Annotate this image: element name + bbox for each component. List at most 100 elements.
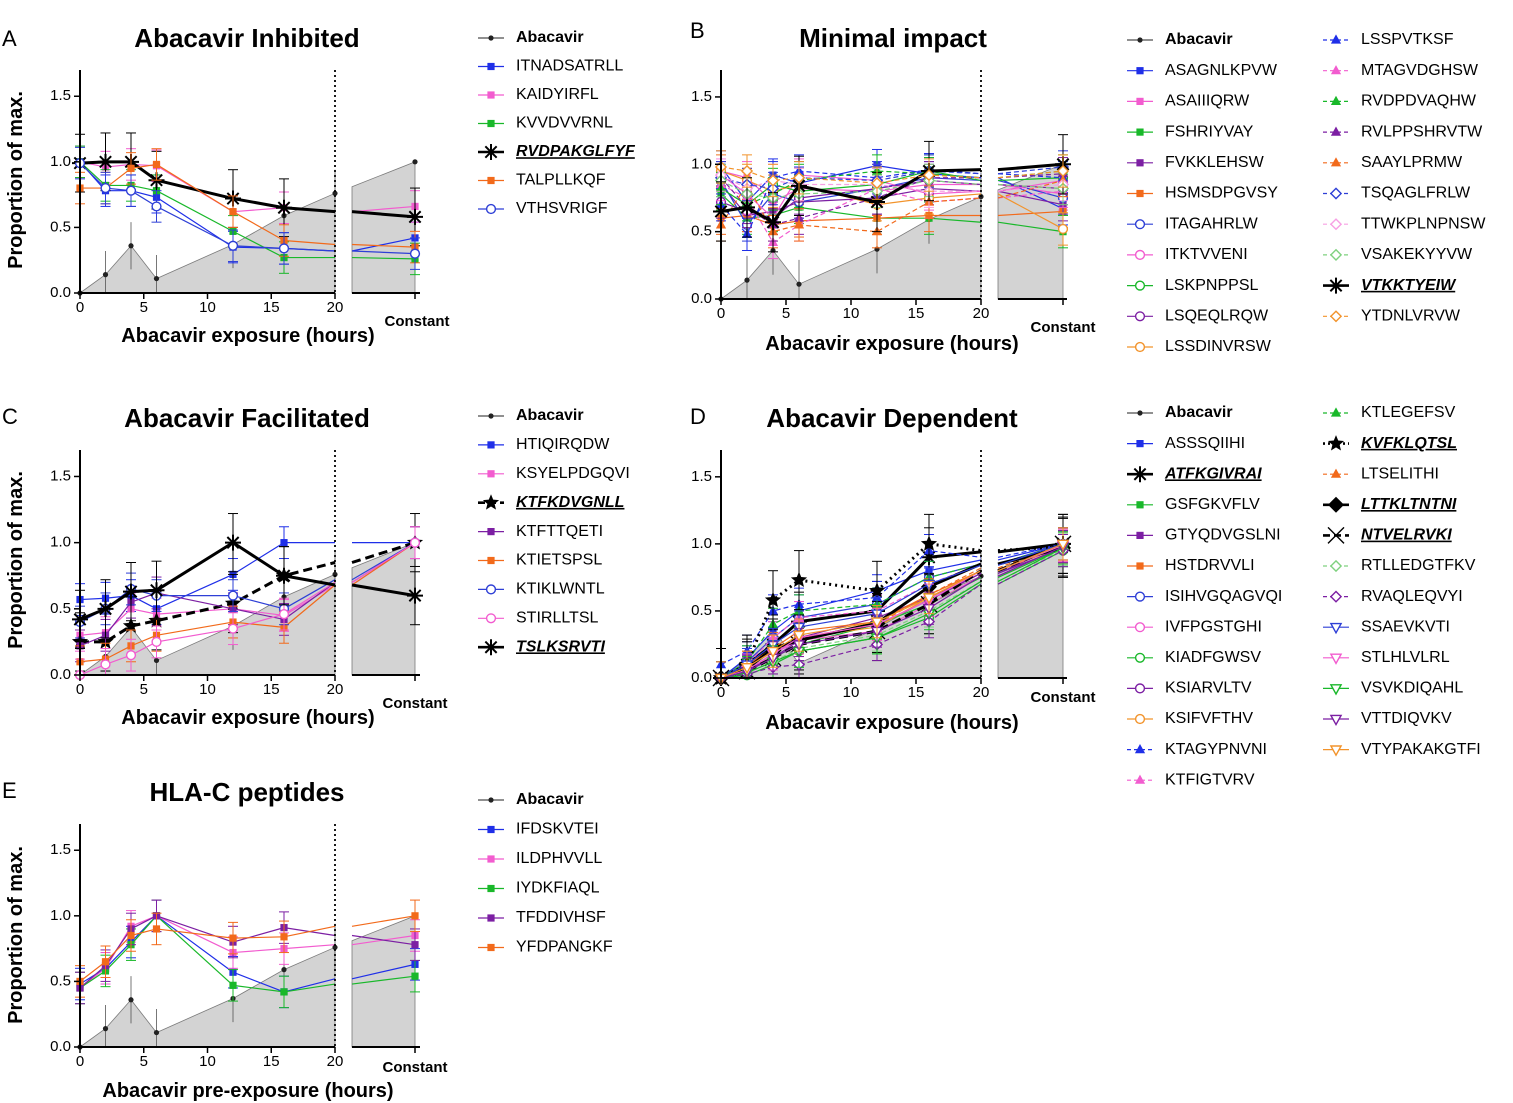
x-tick-label: 20: [327, 299, 344, 316]
y-tick-label: 1.5: [50, 87, 71, 104]
legend-label: LSSPVTKSF: [1361, 31, 1454, 48]
panel-label: E: [2, 778, 17, 803]
series-point: [152, 160, 161, 169]
series-ytdnlvrvw: [714, 150, 1070, 200]
legend-marker: [487, 855, 495, 863]
legend-marker: [487, 176, 495, 185]
legend-label: ITKTVVENI: [1165, 246, 1248, 263]
y-tick-label: 1.0: [50, 153, 71, 170]
series-line-constant: [997, 547, 1064, 582]
legend-item: RVDPAKGLFYF: [478, 143, 636, 160]
y-tick-label: 0.0: [50, 284, 71, 301]
series-point: [409, 248, 421, 259]
x-tick-label: 5: [140, 681, 148, 698]
series-point: [229, 208, 237, 216]
series-line-constant: [997, 183, 1064, 192]
x-tick-label: 5: [140, 299, 148, 316]
x-tick-label: 20: [973, 684, 990, 701]
y-tick-label: 1.0: [50, 534, 71, 551]
y-tick-label: 0.0: [50, 1038, 71, 1055]
legend-marker: [1330, 34, 1342, 44]
series-point: [766, 174, 780, 187]
legend-marker: [1136, 501, 1144, 509]
y-tick-label: 1.0: [50, 907, 71, 924]
legend-item: IYDKFIAQL: [478, 880, 600, 897]
series-line-constant: [351, 237, 416, 252]
constant-label: Constant: [383, 695, 448, 712]
legend-item: ASAGNLKPVW: [1127, 62, 1278, 79]
legend-marker: [485, 584, 497, 595]
y-tick-label: 0.0: [691, 290, 712, 307]
series-point: [276, 199, 292, 216]
chart-panel-c: C Abacavir Facilitated 0.0 0.5 1.0 1.5 0 5 10 15 2…: [2, 403, 630, 729]
legend-marker: [1137, 37, 1143, 43]
legend-label: VSAKEKYYVW: [1361, 246, 1473, 263]
legend-item: ITNADSATRLL: [478, 58, 623, 75]
series-line-constant: [351, 243, 416, 248]
legend-marker: [487, 914, 495, 922]
legend-item: KVVDVVRNL: [478, 115, 613, 132]
y-tick-label: 1.5: [50, 467, 71, 484]
series-point: [740, 164, 754, 178]
legend-label: ASSSQIIHI: [1165, 435, 1245, 452]
series-stirlltsl: [74, 526, 421, 681]
legend-item: Abacavir: [1127, 404, 1233, 421]
legend-marker: [488, 413, 494, 419]
abacavir-point: [796, 281, 802, 287]
series-point: [97, 600, 114, 617]
legend-label: YFDPANGKF: [516, 939, 613, 956]
series-line-constant: [997, 210, 1064, 217]
series-point: [227, 590, 239, 601]
series-point: [411, 941, 419, 949]
legend-marker: [487, 825, 495, 834]
abacavir-point: [153, 657, 160, 664]
x-tick-label: 0: [76, 1053, 84, 1070]
legend-marker: [1132, 466, 1148, 483]
legend-marker: [1134, 622, 1146, 633]
legend-item: VTHSVRIGF: [478, 200, 608, 217]
legend-label: GSFGKVFLV: [1165, 496, 1260, 513]
legend-label: KSYELPDGQVI: [516, 465, 630, 482]
series-line-constant: [997, 542, 1064, 554]
legend-item: VSVKDIQAHL: [1323, 680, 1463, 697]
legend-marker: [1330, 407, 1342, 417]
legend-label: KTLEGEFSV: [1361, 404, 1456, 421]
legend-item: KSIFVFTHV: [1127, 710, 1253, 727]
constant-label: Constant: [1031, 689, 1096, 706]
legend-label: FSHRIYVAY: [1165, 123, 1254, 140]
series-point: [125, 650, 137, 661]
legend-item: RVAQLEQVYI: [1323, 588, 1463, 605]
legend-marker: [483, 144, 499, 160]
abacavir-area: [719, 196, 982, 300]
legend-marker: [1134, 280, 1146, 291]
legend-marker: [1328, 496, 1344, 513]
legend-item: KTAGYPNVNI: [1127, 741, 1267, 758]
legend-item: VSAKEKYYVW: [1323, 246, 1473, 263]
legend-item: TSQAGLFRLW: [1323, 185, 1471, 202]
series-line-constant: [997, 166, 1064, 175]
y-axis-label: Proportion of max.: [5, 91, 27, 269]
series-point: [869, 194, 885, 211]
series-line-constant: [351, 250, 416, 255]
legend-item: LSQEQLRQW: [1127, 308, 1269, 325]
legend-marker: [487, 62, 495, 71]
legend-marker: [483, 639, 499, 656]
series-point: [100, 182, 111, 194]
legend-marker: [1134, 774, 1146, 784]
legend-label: RVDPDVAQHW: [1361, 93, 1477, 110]
x-tick-label: 10: [843, 684, 860, 701]
series-line-constant: [351, 915, 416, 927]
y-tick-label: 1.5: [691, 468, 712, 485]
legend-item: SSAEVKVTI: [1323, 618, 1450, 635]
legend-marker: [1134, 341, 1146, 353]
legend: Abacavir ASAGNLKPVW ASAIIIQRW FSHRIYVAY FVKK…: [1127, 31, 1486, 355]
legend-item: TALPLLKQF: [478, 172, 606, 189]
legend-item: KSIARVLTV: [1127, 680, 1252, 697]
x-tick-label: 15: [908, 684, 925, 701]
legend-item: KTFKDVGNLL: [478, 494, 624, 511]
legend-item: MTAGVDGHSW: [1323, 62, 1479, 79]
series-line-constant: [351, 934, 416, 946]
legend-marker: [1327, 526, 1345, 544]
constant-label: Constant: [1031, 319, 1096, 336]
legend-item: SAAYLPRMW: [1323, 154, 1463, 171]
